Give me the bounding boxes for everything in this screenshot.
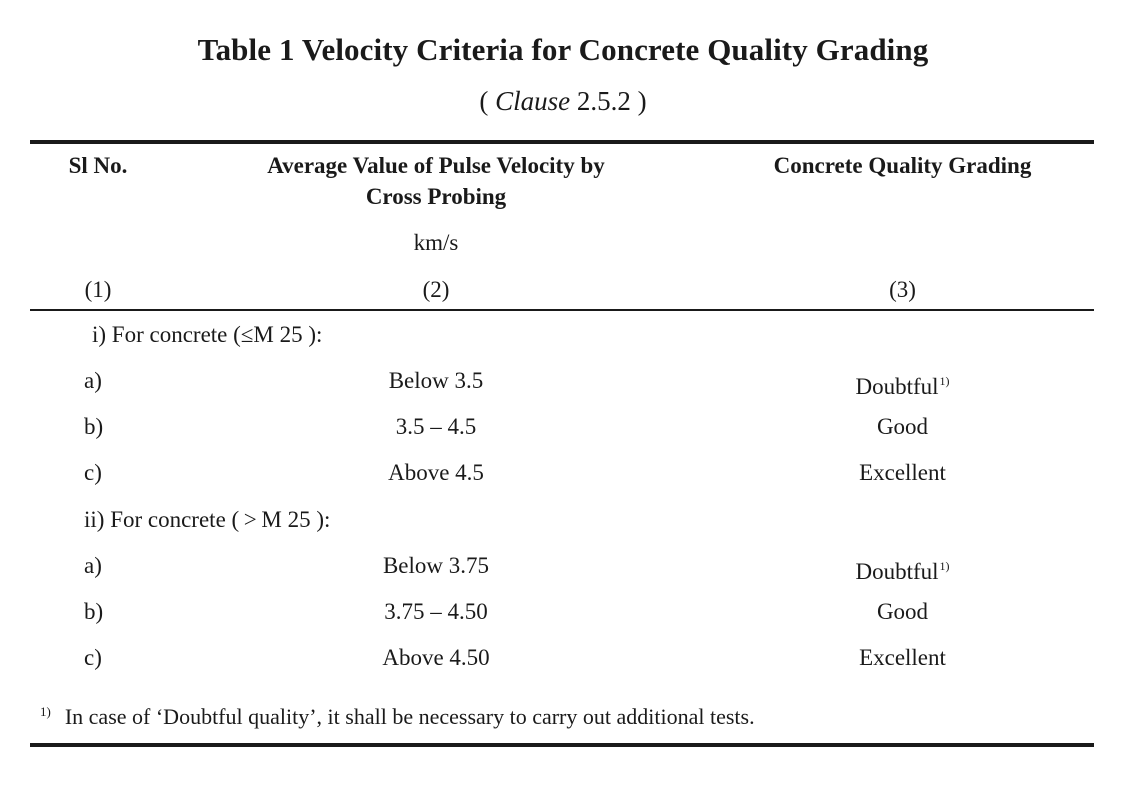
row-sl: c) [84,460,102,485]
group-label: i) For concrete (≤M 25 ): [92,322,323,347]
column-number-1: (1) [84,277,112,302]
row-grading: Good [876,414,929,439]
row-velocity: Above 4.50 [382,645,490,670]
grading-text: Doubtful [855,374,939,399]
header-velocity-line2: Cross Probing [365,184,507,209]
row-velocity: Below 3.5 [388,368,484,393]
row-grading: Doubtful1) [730,367,1075,401]
row-grading: Good [876,599,929,624]
row-sl: a) [84,368,102,393]
row-velocity: Below 3.75 [382,553,490,578]
footnote-ref: 1) [939,374,950,388]
bottom-rule [30,743,1094,747]
group-label: ii) For concrete ( > M 25 ): [84,507,331,532]
clause-word: Clause [495,86,571,116]
top-rule [30,140,1094,144]
row-velocity: 3.75 – 4.50 [384,599,488,624]
row-sl: b) [84,414,104,439]
column-number-2: (2) [422,277,450,302]
row-sl: c) [84,645,102,670]
clause-reference: ( Clause 2.5.2 ) [0,86,1126,117]
grading-text: Doubtful [855,559,939,584]
table-footnote: 1) In case of ‘Doubtful quality’, it shal… [40,704,755,730]
header-rule [30,309,1094,311]
row-grading: Excellent [859,645,946,670]
table-title: Table 1 Velocity Criteria for Concrete Q… [197,32,929,67]
column-number-3: (3) [889,277,916,302]
clause-open: ( [479,86,496,116]
row-grading: Excellent [859,460,946,485]
clause-number: 2.5.2 ) [570,86,647,116]
header-grading: Concrete Quality Grading [773,153,1032,178]
header-velocity: Average Value of Pulse Velocity by Cross… [236,150,636,212]
header-unit: km/s [413,230,459,255]
footnote-text: In case of ‘Doubtful quality’, it shall … [64,704,755,729]
footnote-mark: 1) [40,704,51,719]
row-velocity: Above 4.5 [388,460,484,485]
header-velocity-line1: Average Value of Pulse Velocity by [267,153,605,178]
header-sl-no: Sl No. [68,153,128,178]
row-velocity: 3.5 – 4.5 [395,414,477,439]
row-grading: Doubtful1) [730,552,1075,586]
row-sl: a) [84,553,102,578]
row-sl: b) [84,599,104,624]
footnote-ref: 1) [939,559,950,573]
